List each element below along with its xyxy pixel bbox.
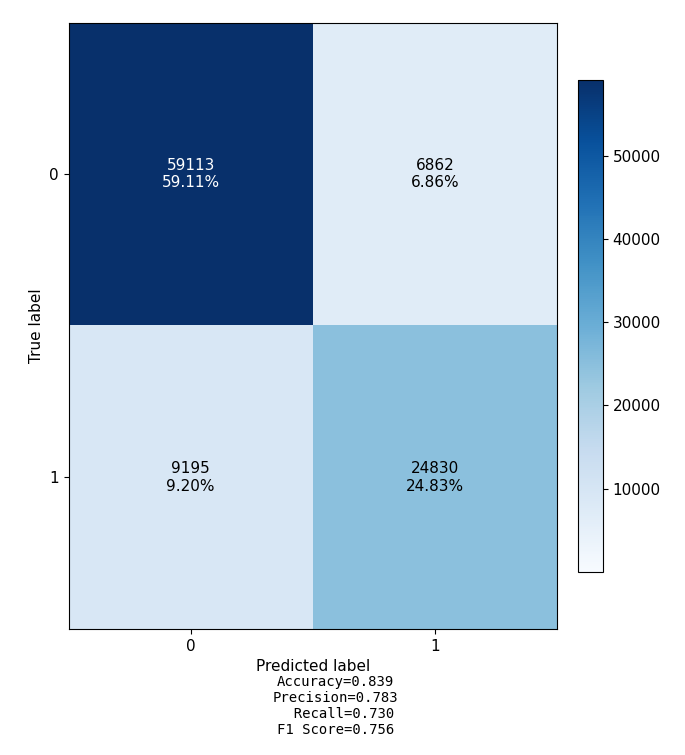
Text: 24830
24.83%: 24830 24.83% [406,461,464,494]
Text: Accuracy=0.839
Precision=0.783
  Recall=0.730
F1 Score=0.756: Accuracy=0.839 Precision=0.783 Recall=0.… [273,674,399,737]
X-axis label: Predicted label: Predicted label [256,659,370,674]
Text: 9195
9.20%: 9195 9.20% [166,461,215,494]
Text: 6862
6.86%: 6862 6.86% [410,158,459,190]
Text: 59113
59.11%: 59113 59.11% [162,158,220,190]
Y-axis label: True label: True label [29,288,44,363]
